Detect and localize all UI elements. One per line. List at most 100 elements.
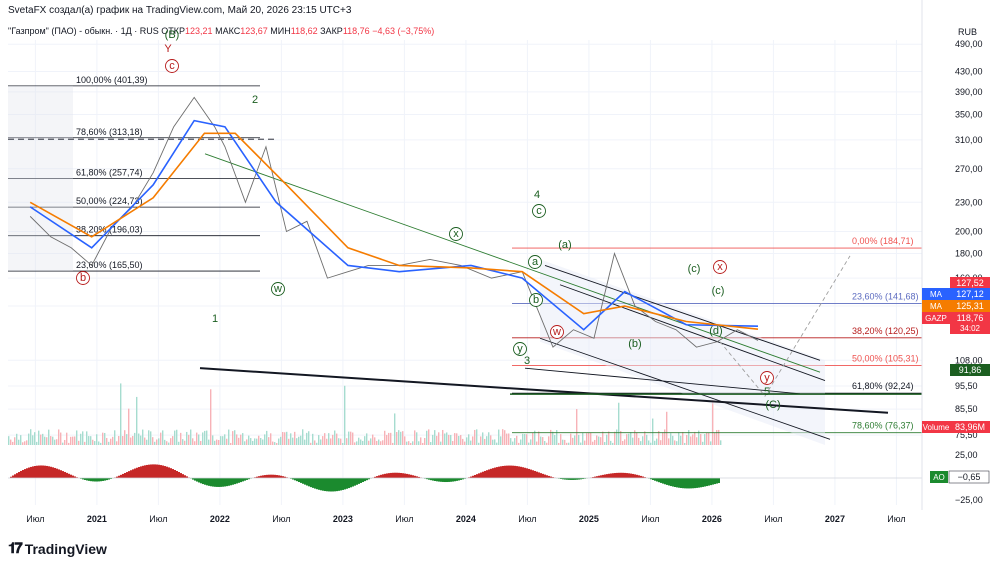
series-line (29, 96, 759, 348)
ao-bar (406, 473, 408, 478)
volume-bar (198, 434, 200, 445)
volume-bar (448, 434, 450, 445)
volume-bar (328, 433, 330, 445)
ao-bar (598, 475, 600, 478)
volume-bar (202, 432, 204, 445)
volume-bar (132, 435, 134, 445)
low-label: МИН (270, 26, 291, 36)
ao-bar (84, 478, 86, 480)
volume-bar (80, 433, 82, 445)
trend-line (539, 337, 831, 440)
ao-bar (210, 478, 212, 487)
close-value: 118,76 (342, 26, 370, 36)
wave-label: (c) (712, 285, 725, 297)
volume-bar (166, 441, 168, 445)
volume-bar (528, 442, 530, 445)
ao-bar (714, 478, 716, 485)
wave-label: y (764, 372, 770, 384)
price-tag (922, 288, 950, 300)
volume-bar (530, 439, 532, 445)
volume-bar (398, 430, 400, 445)
ao-bar (226, 478, 228, 487)
volume-bar (250, 438, 252, 445)
wave-label: 4 (534, 189, 540, 201)
trend-line (204, 153, 821, 373)
ao-bar (364, 478, 366, 482)
volume-bar (426, 430, 428, 445)
ao-bar (308, 478, 310, 487)
volume-bar (710, 441, 712, 445)
volume-bar (494, 439, 496, 445)
ao-bar (690, 478, 692, 489)
ao-bar (456, 478, 458, 481)
ao-bar (484, 470, 486, 478)
volume-bar (620, 431, 622, 445)
ao-bar (128, 471, 130, 478)
volume-bar (380, 441, 382, 445)
x-tick-label: 2022 (210, 514, 230, 524)
ao-bar (272, 474, 274, 478)
volume-bar (498, 429, 500, 445)
volume-bar (238, 437, 240, 445)
ao-bar (330, 478, 332, 492)
ao-bar (304, 478, 306, 485)
ao-bar (546, 475, 548, 478)
volume-bar (504, 430, 506, 445)
y-tick-label: 108,00 (955, 355, 983, 365)
volume-bar (524, 433, 526, 445)
ao-bar (536, 471, 538, 478)
ao-bar (510, 465, 512, 478)
ao-bar (678, 478, 680, 488)
ao-bar (342, 478, 344, 490)
price-tag-value: 91,86 (959, 365, 982, 375)
ao-bar (178, 472, 180, 478)
volume-bar (440, 441, 442, 445)
volume-bar (582, 432, 584, 445)
ao-bar (136, 467, 138, 478)
volume-bar (16, 433, 18, 445)
ao-bar (216, 478, 218, 487)
volume-bar (694, 431, 696, 445)
volume-bar (160, 432, 162, 445)
ao-bar (292, 478, 294, 480)
volume-bar (282, 431, 284, 445)
ao-bar (434, 478, 436, 481)
volume-bar (470, 440, 472, 445)
volume-bar (348, 431, 350, 445)
volume-bar (116, 441, 118, 445)
ao-bar (362, 478, 364, 483)
volume-bar (592, 441, 594, 445)
volume-bar (526, 434, 528, 445)
volume-bar (148, 430, 150, 445)
volume-bar (362, 440, 364, 445)
volume-bar (518, 442, 520, 445)
ao-bar (230, 478, 232, 486)
volume-bar (410, 442, 412, 445)
price-tag-value-box (950, 364, 990, 376)
wave-label: b (533, 294, 539, 306)
volume-bar (340, 438, 342, 445)
volume-bar (124, 430, 126, 445)
volume-bar (572, 437, 574, 445)
ao-bar (486, 470, 488, 478)
volume-bar (536, 441, 538, 445)
ao-bar (266, 474, 268, 478)
volume-bar (390, 432, 392, 445)
price-tag (922, 421, 950, 433)
volume-bar (218, 439, 220, 445)
volume-bar (634, 430, 636, 445)
wave-circle (76, 271, 90, 285)
volume-bar (564, 439, 566, 445)
wave-label: x (717, 261, 723, 273)
volume-bar (76, 430, 78, 445)
volume-bar (74, 436, 76, 445)
ao-bar (320, 478, 322, 491)
ao-bar (376, 476, 378, 478)
volume-bar (444, 433, 446, 445)
ao-bar (448, 478, 450, 482)
ao-bar (302, 478, 304, 484)
volume-bar (482, 432, 484, 445)
ao-bar (702, 478, 704, 487)
ao-bar (324, 478, 326, 492)
